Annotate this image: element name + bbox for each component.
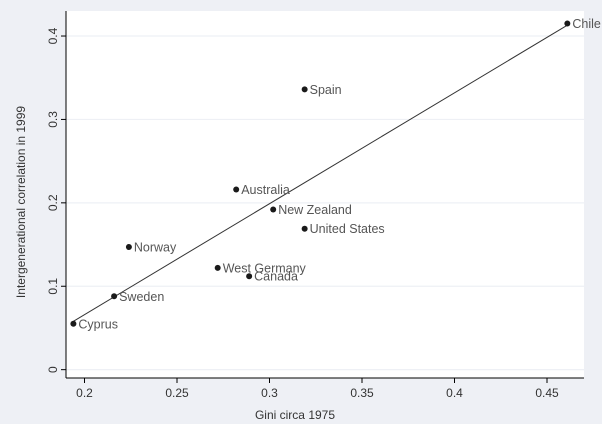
x-tick-label: 0.35	[350, 386, 374, 400]
data-point	[564, 20, 571, 27]
point-label: Canada	[254, 270, 298, 284]
points-layer	[70, 20, 571, 327]
point-label: West Germany	[223, 261, 307, 275]
data-point	[125, 244, 132, 251]
point-label: Spain	[310, 83, 342, 97]
data-point	[70, 320, 77, 327]
data-point	[214, 264, 221, 271]
y-tick-label: 0.1	[46, 278, 60, 295]
data-point	[111, 293, 118, 300]
fit-line-layer	[73, 24, 568, 322]
x-tick-label: 0.3	[261, 386, 278, 400]
y-tick-label: 0.3	[46, 111, 60, 128]
point-label: Cyprus	[78, 317, 118, 331]
point-label: Sweden	[119, 290, 164, 304]
axes-layer	[65, 11, 584, 379]
data-point	[301, 86, 308, 93]
x-tick-label: 0.2	[76, 386, 93, 400]
gridlines	[66, 35, 584, 371]
point-labels-layer: Chile Spain Australia New Zealand United Sta…	[78, 17, 600, 331]
data-point	[301, 225, 308, 232]
x-tick-label: 0.4	[446, 386, 463, 400]
point-label: New Zealand	[278, 203, 352, 217]
plot-area	[66, 11, 584, 378]
fit-line	[73, 24, 568, 322]
data-point	[270, 206, 277, 213]
x-ticks: 0.2 0.25 0.3 0.35 0.4 0.45	[76, 378, 559, 400]
x-tick-label: 0.25	[165, 386, 189, 400]
x-axis-title: Gini circa 1975	[255, 408, 335, 422]
y-axis-title: Intergenerational correlation in 1999	[14, 106, 28, 298]
point-label: Norway	[134, 241, 177, 255]
data-point	[246, 273, 253, 280]
point-label: United States	[310, 222, 385, 236]
y-ticks: 0 0.1 0.2 0.3 0.4	[46, 27, 66, 373]
y-tick-label: 0	[46, 366, 60, 373]
data-point	[233, 186, 240, 193]
x-tick-label: 0.45	[535, 386, 559, 400]
point-label: Australia	[241, 183, 290, 197]
point-label: Chile	[572, 17, 601, 31]
y-tick-label: 0.2	[46, 194, 60, 211]
y-tick-label: 0.4	[46, 27, 60, 44]
